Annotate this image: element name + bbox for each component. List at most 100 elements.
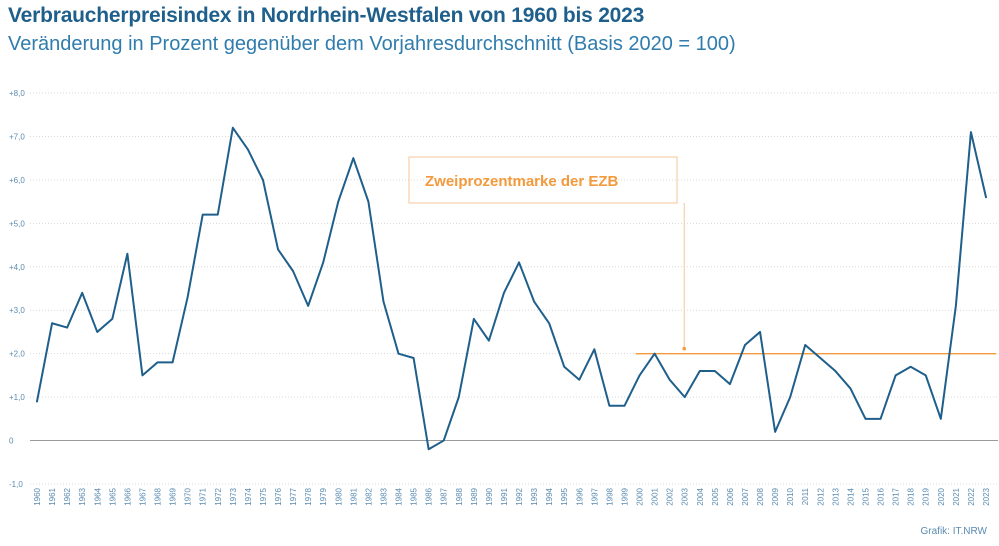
x-tick-label: 1975 bbox=[259, 487, 268, 505]
x-tick-label: 1970 bbox=[184, 487, 193, 505]
data-point bbox=[638, 374, 640, 376]
x-tick-label: 2008 bbox=[756, 487, 765, 505]
data-point bbox=[247, 148, 249, 150]
x-tick-label: 2022 bbox=[967, 487, 976, 505]
x-tick-label: 1964 bbox=[93, 487, 102, 505]
x-tick-label: 1994 bbox=[545, 487, 554, 505]
data-point bbox=[563, 366, 565, 368]
data-point bbox=[940, 418, 942, 420]
chart-subtitle: Veränderung in Prozent gegenüber dem Vor… bbox=[8, 33, 736, 55]
data-point bbox=[759, 331, 761, 333]
data-point bbox=[201, 213, 203, 215]
x-tick-label: 2021 bbox=[952, 487, 961, 505]
data-point bbox=[653, 352, 655, 354]
x-tick-label: 1968 bbox=[154, 487, 163, 505]
x-tick-label: 1961 bbox=[48, 487, 57, 505]
x-tick-label: 1999 bbox=[620, 487, 629, 505]
x-tick-label: 1983 bbox=[379, 487, 388, 505]
x-tick-label: 2023 bbox=[982, 487, 991, 505]
y-tick-label: +1,0 bbox=[9, 393, 25, 402]
x-tick-label: 2002 bbox=[666, 487, 675, 505]
data-point bbox=[141, 374, 143, 376]
x-tick-label: 1978 bbox=[304, 487, 313, 505]
data-point bbox=[232, 127, 234, 129]
data-point bbox=[834, 370, 836, 372]
x-tick-label: 1995 bbox=[560, 487, 569, 505]
x-tick-label: 1974 bbox=[244, 487, 253, 505]
data-point bbox=[593, 348, 595, 350]
data-point bbox=[36, 400, 38, 402]
data-point bbox=[714, 370, 716, 372]
x-tick-label: 1973 bbox=[229, 487, 238, 505]
x-tick-label: 1966 bbox=[123, 487, 132, 505]
x-tick-label: 1997 bbox=[590, 487, 599, 505]
data-point bbox=[909, 366, 911, 368]
data-point bbox=[699, 370, 701, 372]
x-tick-label: 2001 bbox=[651, 487, 660, 505]
data-point bbox=[518, 261, 520, 263]
data-point bbox=[608, 405, 610, 407]
data-point bbox=[668, 379, 670, 381]
x-tick-label: 2013 bbox=[831, 487, 840, 505]
data-point bbox=[684, 396, 686, 398]
data-point bbox=[217, 213, 219, 215]
cpi-series-line bbox=[36, 126, 987, 451]
x-tick-label: 1960 bbox=[33, 487, 42, 505]
x-tick-label: 1990 bbox=[485, 487, 494, 505]
x-tick-label: 1981 bbox=[349, 487, 358, 505]
data-point bbox=[51, 322, 53, 324]
data-point bbox=[458, 396, 460, 398]
y-tick-label: +2,0 bbox=[9, 350, 25, 359]
x-tick-label: 1986 bbox=[425, 487, 434, 505]
data-point bbox=[292, 270, 294, 272]
x-tick-label: 1992 bbox=[515, 487, 524, 505]
x-tick-label: 2005 bbox=[711, 487, 720, 505]
data-point bbox=[774, 431, 776, 433]
x-tick-label: 1987 bbox=[440, 487, 449, 505]
x-tick-label: 1972 bbox=[214, 487, 223, 505]
data-point bbox=[111, 318, 113, 320]
x-tick-label: 1993 bbox=[530, 487, 539, 505]
x-tick-label: 2006 bbox=[726, 487, 735, 505]
data-point bbox=[156, 361, 158, 363]
x-tick-label: 2010 bbox=[786, 487, 795, 505]
data-point bbox=[503, 292, 505, 294]
data-point bbox=[729, 383, 731, 385]
data-point bbox=[322, 261, 324, 263]
data-point bbox=[382, 300, 384, 302]
data-point bbox=[804, 344, 806, 346]
x-tick-label: 1980 bbox=[334, 487, 343, 505]
data-point bbox=[864, 418, 866, 420]
annotation-pointer-dot bbox=[682, 346, 687, 351]
x-tick-label: 2014 bbox=[846, 487, 855, 505]
data-point bbox=[473, 318, 475, 320]
x-tick-label: 1998 bbox=[605, 487, 614, 505]
x-tick-label: 2000 bbox=[636, 487, 645, 505]
data-point bbox=[337, 200, 339, 202]
x-tick-label: 1984 bbox=[395, 487, 404, 505]
y-tick-label: +3,0 bbox=[9, 306, 25, 315]
data-point bbox=[352, 157, 354, 159]
x-tick-label: 2011 bbox=[801, 487, 810, 505]
data-point bbox=[894, 374, 896, 376]
x-tick-label: 1977 bbox=[289, 487, 298, 505]
data-point bbox=[307, 305, 309, 307]
y-tick-label: +8,0 bbox=[9, 89, 25, 98]
data-point bbox=[66, 326, 68, 328]
x-tick-label: 1996 bbox=[575, 487, 584, 505]
x-tick-label: 2007 bbox=[741, 487, 750, 505]
x-tick-label: 2018 bbox=[907, 487, 916, 505]
x-tick-label: 1976 bbox=[274, 487, 283, 505]
x-tick-label: 1985 bbox=[410, 487, 419, 505]
x-tick-label: 1967 bbox=[138, 487, 147, 505]
source-credit: Grafik: IT.NRW bbox=[920, 526, 987, 537]
annotation-box bbox=[408, 156, 678, 204]
data-point bbox=[488, 339, 490, 341]
x-tick-label: 2019 bbox=[922, 487, 931, 505]
data-point bbox=[367, 200, 369, 202]
x-tick-label: 1965 bbox=[108, 487, 117, 505]
data-point bbox=[533, 300, 535, 302]
x-tick-label: 2003 bbox=[681, 487, 690, 505]
y-tick-label: +4,0 bbox=[9, 263, 25, 272]
